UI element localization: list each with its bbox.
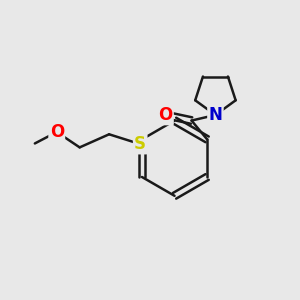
Text: O: O: [158, 106, 172, 124]
Text: S: S: [134, 135, 146, 153]
Text: O: O: [50, 123, 64, 141]
Text: N: N: [208, 106, 222, 124]
